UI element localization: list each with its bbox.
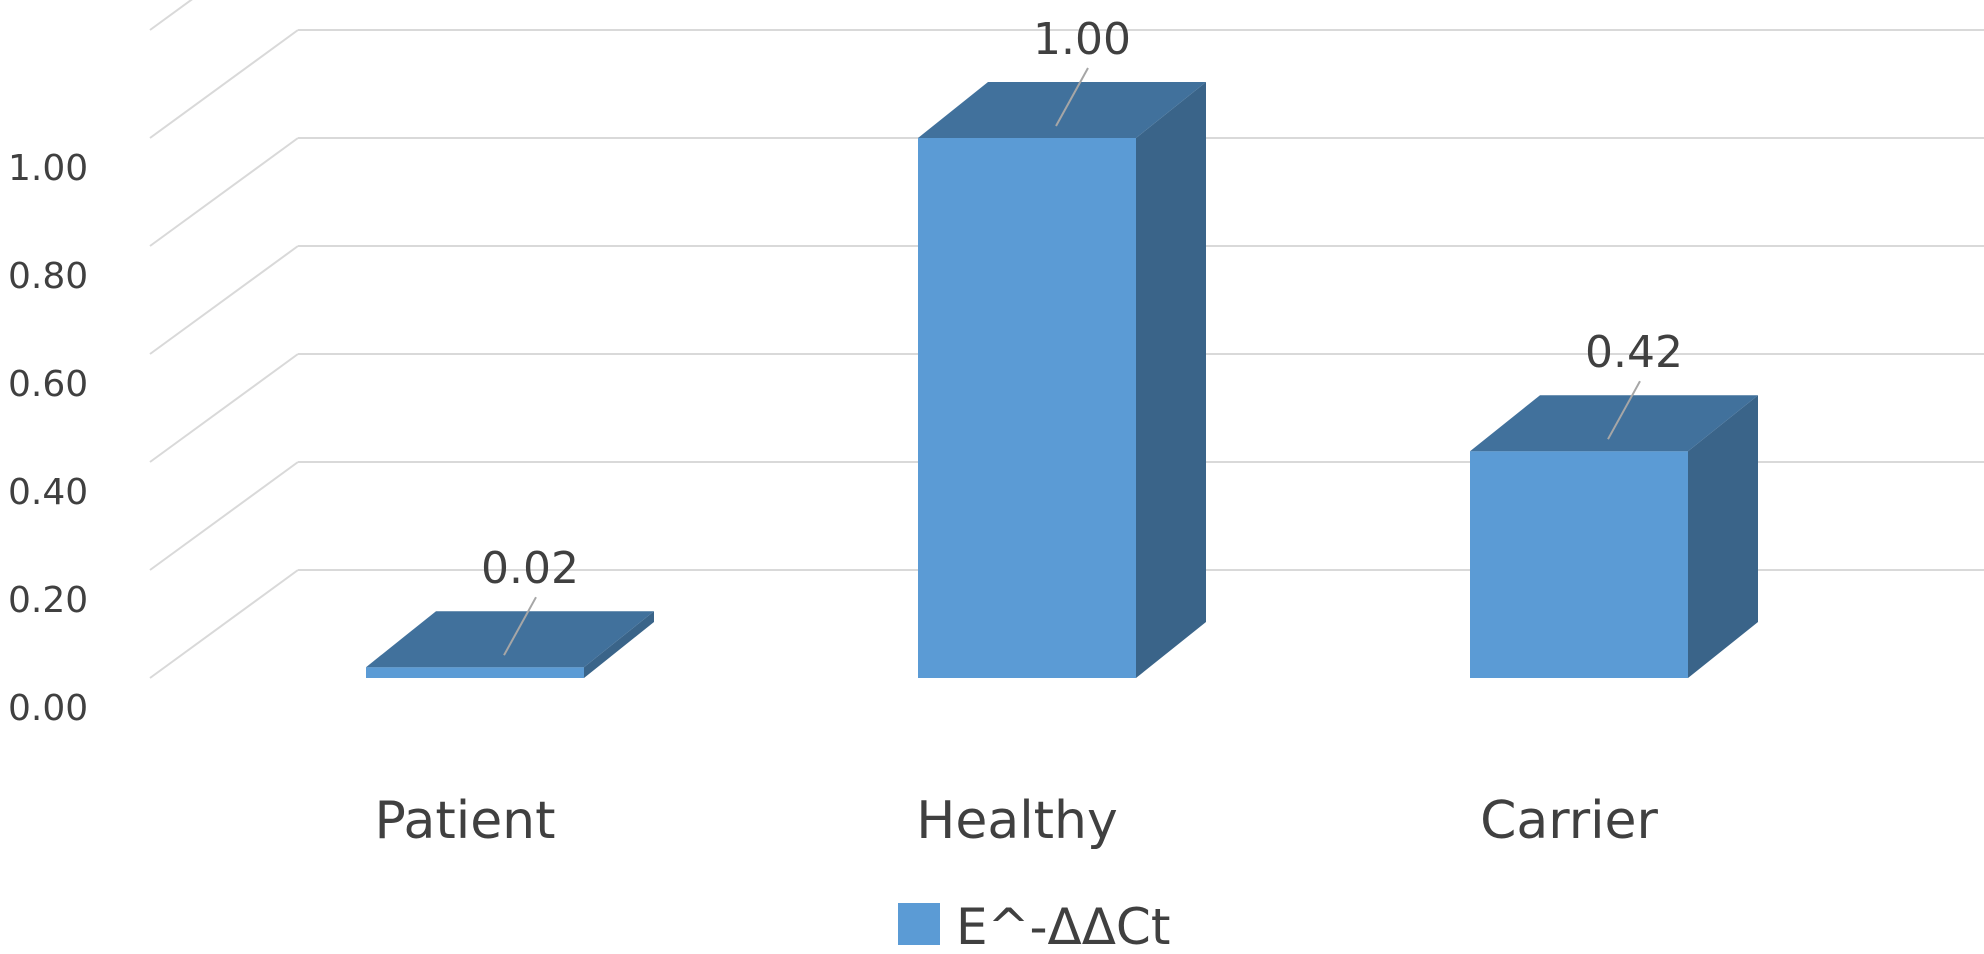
bar-front-face xyxy=(1470,451,1688,678)
data-label-leader xyxy=(1607,380,1641,440)
bar-patient xyxy=(366,611,654,678)
bar-front-face xyxy=(366,667,584,678)
y-tick-label: 0.60 xyxy=(8,364,88,405)
y-tick-label: 0.00 xyxy=(8,688,88,729)
gridline-side xyxy=(149,29,299,139)
bar-side-face xyxy=(1136,82,1206,678)
bars xyxy=(366,82,1758,678)
category-labels: Patient Healthy Carrier xyxy=(374,791,1658,851)
bar-top-face xyxy=(366,611,654,668)
y-tick-label: 1.00 xyxy=(8,148,88,189)
y-tick-label: 0.40 xyxy=(8,472,88,513)
category-label: Healthy xyxy=(916,791,1118,851)
bar-healthy xyxy=(918,82,1206,678)
legend: E^-ΔΔCt xyxy=(898,898,1170,954)
bar-top-face xyxy=(1470,395,1758,452)
gridline-side xyxy=(149,137,299,247)
gridline-side xyxy=(149,569,299,679)
bar-front-face xyxy=(918,138,1136,678)
gridline-side xyxy=(149,353,299,463)
category-label: Patient xyxy=(374,791,555,851)
y-tick-label: 0.20 xyxy=(8,580,88,621)
legend-swatch xyxy=(898,903,940,945)
legend-label: E^-ΔΔCt xyxy=(956,898,1170,954)
bar-side-face xyxy=(584,611,654,678)
gridline-side xyxy=(149,461,299,571)
y-axis-tick-labels: 0.00 0.20 0.40 0.60 0.80 1.00 xyxy=(8,148,88,729)
data-labels: 0.02 1.00 0.42 xyxy=(481,14,1683,656)
y-tick-label: 0.80 xyxy=(8,256,88,297)
data-label-leader xyxy=(1055,67,1089,127)
data-label: 1.00 xyxy=(1033,14,1131,65)
bar-top-face xyxy=(918,82,1206,138)
gridline-side xyxy=(149,245,299,355)
category-label: Carrier xyxy=(1480,791,1658,851)
bar-carrier xyxy=(1470,395,1758,678)
data-label: 0.42 xyxy=(1585,327,1683,378)
data-label: 0.02 xyxy=(481,543,579,594)
gridline-side xyxy=(149,0,193,31)
data-label-leader xyxy=(503,596,537,656)
bar-side-face xyxy=(1688,395,1758,678)
